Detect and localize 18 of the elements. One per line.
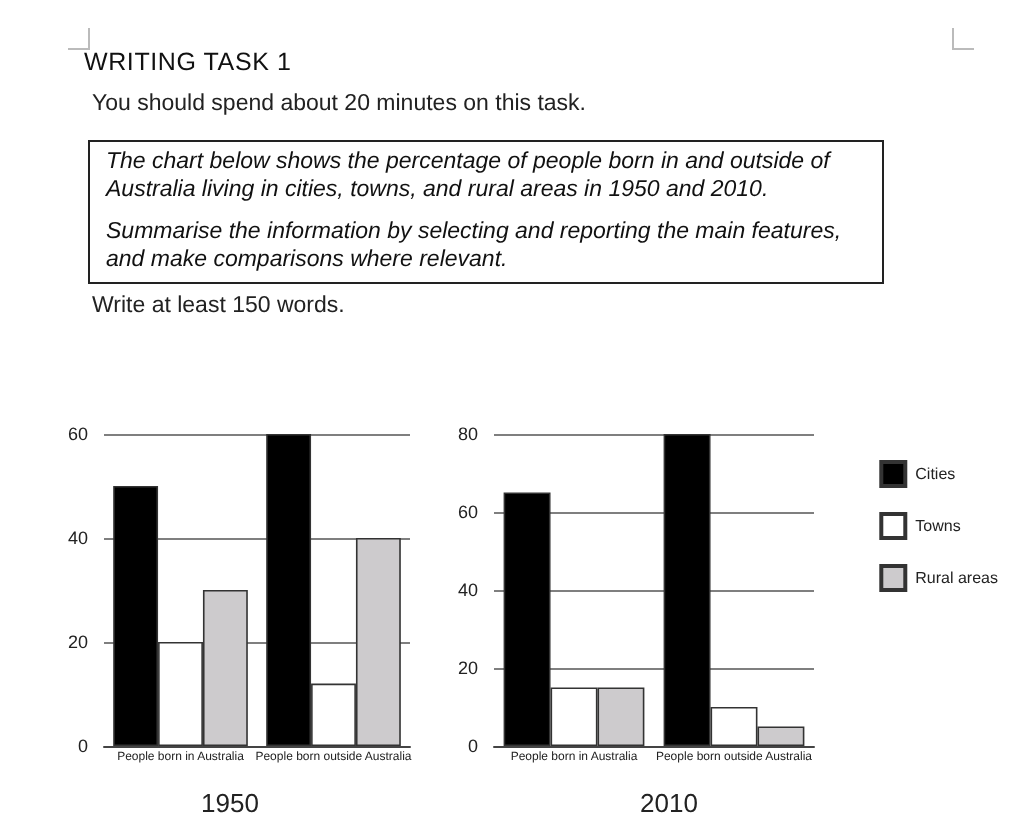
text: WRITING TASK 1 bbox=[84, 48, 292, 76]
y-tick-label: 40 bbox=[67, 528, 88, 548]
y-tick-label: 20 bbox=[457, 658, 478, 678]
legend-label: Towns bbox=[915, 517, 961, 535]
y-tick-label: 0 bbox=[467, 736, 478, 756]
text-box: The chart below shows the percentage of people born in and outside of Australia living in cities, towns, and rural areas in 1950 and 2010. Summarise the information by selecting and reporting the main features, and make comparisons where relevant. bbox=[88, 140, 884, 284]
y-tick-label: 40 bbox=[457, 580, 478, 600]
y-tick-label: 60 bbox=[457, 502, 478, 522]
text: 2010 bbox=[640, 788, 698, 818]
legend-label: Cities bbox=[915, 465, 956, 483]
y-tick-label: 60 bbox=[67, 424, 88, 444]
text: 1950 bbox=[201, 788, 259, 818]
text: You should spend about 20 minutes on this task. bbox=[92, 92, 586, 116]
legend-label: Rural areas bbox=[915, 569, 999, 587]
y-tick-label: 80 bbox=[457, 424, 478, 444]
y-tick-label: 20 bbox=[67, 632, 88, 652]
text: Write at least 150 words. bbox=[92, 294, 345, 318]
y-tick-label: 0 bbox=[77, 736, 88, 756]
